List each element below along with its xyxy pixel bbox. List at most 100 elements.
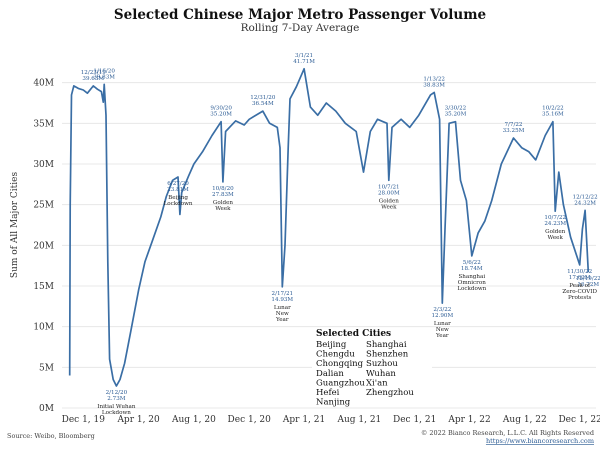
value-label-line: 3/1/21 [295,53,313,59]
legend-city: Xi'an [366,378,388,388]
value-label-line: 9/30/20 [210,106,232,112]
value-label-line: 12/12/22 [573,194,599,200]
event-label-line: Lockdown [457,286,486,292]
y-tick-label: 0M [39,404,54,414]
legend-column-2: ShanghaiShenzhenSuzhouWuhanXi'anZhengzho… [366,340,414,398]
y-tick-label: 20M [33,241,54,251]
x-tick-label: Dec 1, 19 [62,415,106,425]
legend-column-1: BeijingChengduChongqingDalianGuangzhouHe… [316,340,365,408]
event-label-line: Year [435,333,449,339]
value-label-line: 3/30/22 [445,106,467,112]
website-link[interactable]: https://www.biancoresearch.com [486,437,594,445]
value-label-line: 10/7/22 [544,215,566,221]
value-label-line: 2/3/22 [433,307,451,313]
event-label-line: Initial Wuhan [97,404,136,410]
value-label-line: 6/27/20 [167,181,189,187]
value-label-line: 7/7/22 [504,122,522,128]
y-tick-label: 25M [33,201,54,211]
event-label-line: Zero-COVID [562,289,597,295]
x-tick-label: Aug 1, 20 [171,415,216,425]
value-label-line: 12/23/19 [81,70,107,76]
legend-city: Wuhan [366,369,396,379]
event-label-line: New [436,327,449,333]
chart-title: Selected Chinese Major Metro Passenger V… [114,7,486,23]
source-note: Source: Weibo, Bloomberg [7,432,95,440]
event-label-line: Week [381,204,397,210]
value-label-line: 28.00M [378,190,400,196]
value-label-line: 38.83M [423,82,445,88]
y-axis-title: Sum of All Major Cities [10,172,20,279]
legend-background [312,328,432,400]
legend-city: Shenzhen [366,350,409,360]
event-label-line: Beijing [168,195,188,201]
value-label-line: 12.90M [431,313,453,319]
value-label-line: 35.20M [445,112,467,118]
event-label-line: Peak of [569,283,591,289]
value-label-line: 24.32M [574,200,596,206]
event-label-line: Lunar [434,321,451,327]
value-label: 2/12/202.73M [106,390,128,402]
legend-city: Chengdu [316,350,355,360]
legend-city: Zhengzhou [366,388,414,398]
event-label-line: Week [548,235,564,241]
chart-subtitle: Rolling 7-Day Average [241,22,360,34]
x-tick-label: Dec 1, 22 [558,415,600,425]
value-label-line: 1/16/20 [93,68,115,74]
y-tick-label: 30M [33,160,54,170]
value-label-line: 27.83M [212,192,234,198]
value-label-line: 39.63M [82,76,104,82]
y-tick-label: 35M [33,119,54,129]
x-tick-label: Apr 1, 21 [282,415,325,425]
value-label-line: 23.81M [167,187,189,193]
legend: Selected Cities BeijingChengduChongqingD… [312,328,432,408]
event-label-line: Shanghai [458,274,485,280]
legend-city: Beijing [316,340,347,350]
series-line [68,67,590,387]
value-label-line: 2/17/21 [272,291,294,297]
value-label-line: 35.20M [210,112,232,118]
y-tick-label: 40M [33,79,54,89]
event-label-line: Omnicron [458,280,486,286]
value-label-line: 33.25M [503,128,525,134]
event-label-line: Golden [545,229,566,235]
legend-city: Dalian [316,369,344,379]
legend-city: Shanghai [366,340,407,350]
value-label-line: 5/6/22 [463,260,481,266]
legend-title: Selected Cities [316,329,391,339]
value-label-line: 1/13/22 [423,76,445,82]
value-label-line: 2.73M [107,396,125,402]
legend-city: Nanjing [316,398,351,408]
x-axis-ticks: Dec 1, 19 Apr 1, 20 Aug 1, 20 Dec 1, 20 Apr … [62,415,600,425]
x-tick-label: Apr 1, 22 [447,415,490,425]
value-label-line: 10/7/21 [378,184,400,190]
x-tick-label: Dec 1, 21 [393,415,436,425]
x-tick-label: Aug 1, 22 [502,415,547,425]
legend-city: Chongqing [316,359,364,369]
event-label-line: Protests [568,295,591,301]
value-label-line: 41.71M [293,59,315,65]
value-label-line: 10/2/22 [542,106,564,112]
